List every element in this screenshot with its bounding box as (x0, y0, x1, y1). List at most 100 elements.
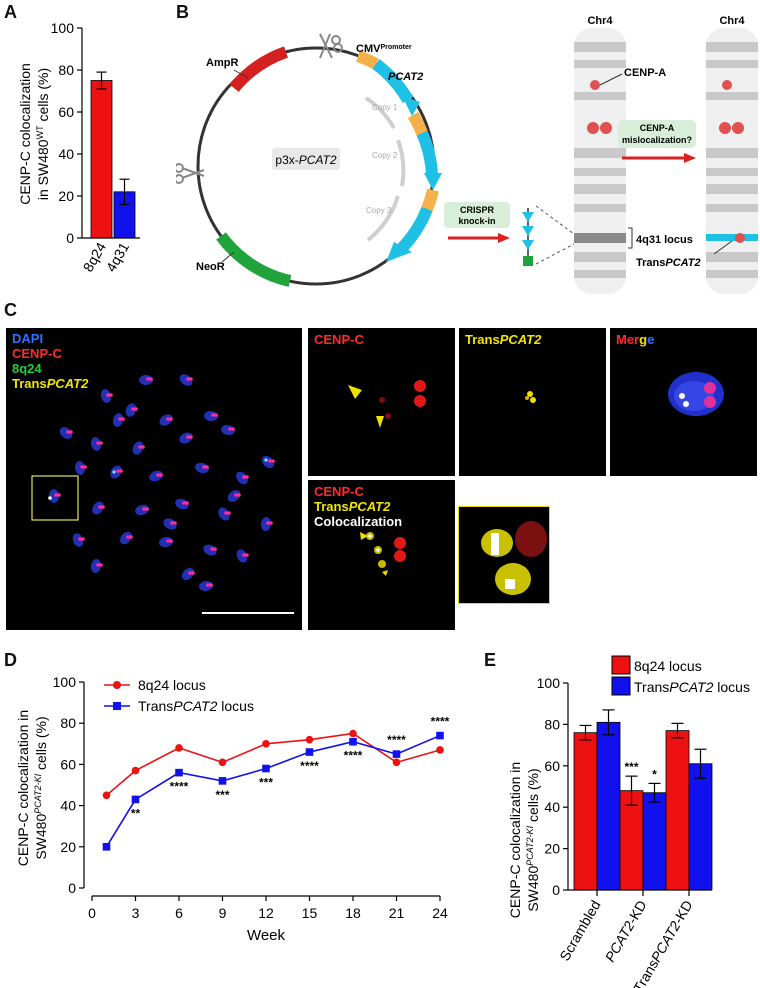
legend-swatch-trans (611, 676, 631, 696)
chr4-left-label: Chr4 (587, 15, 613, 27)
arrow-right-icon (498, 233, 510, 243)
y-tick-label: 0 (66, 230, 74, 246)
panel-b-diagram: Copy 1 Copy 2 Copy 3 p3x-PCAT2 AmpR NeoR… (176, 15, 758, 294)
legend-label-trans-e: TransPCAT2 locus (634, 679, 750, 695)
chromosome-blob (59, 427, 73, 439)
centromere-signal (126, 535, 130, 539)
chromosome-blob (236, 471, 248, 485)
panel-e-ylabel-line2: SW480PCAT2-KI cells (%) (525, 768, 541, 911)
cmv-promoter-segment (421, 188, 439, 212)
legend-marker-8q24 (113, 681, 121, 689)
y-tick-label: 60 (544, 758, 560, 774)
copy2-label: Copy 2 (372, 151, 398, 160)
significance-label: *** (215, 788, 229, 802)
neor-segment (216, 232, 292, 287)
inset-trans-pcat2-label: TransPCAT2 (465, 332, 542, 347)
point-trans-pcat2 (218, 777, 227, 785)
chromosome-blob (163, 518, 177, 530)
panel-d-ylabel-line2: SW480PCAT2-KI cells (%) (33, 716, 49, 859)
centromere-signal (169, 417, 173, 421)
panel-a-ylabel-line1: CENP-C colocalization (17, 63, 33, 205)
significance-label: **** (431, 715, 450, 729)
point-trans-pcat2 (131, 795, 140, 804)
chromosome-blob (236, 549, 248, 563)
point-8q24 (305, 735, 314, 744)
point-8q24 (175, 744, 183, 752)
chromosome-blob (139, 375, 153, 385)
y-tick-label: 100 (537, 675, 561, 691)
coloc-legend-cenpc: CENP-C (314, 484, 364, 499)
centromere-signal (228, 427, 232, 431)
point-trans-pcat2 (305, 748, 314, 756)
colocalization-signal (264, 458, 268, 462)
y-tick-label: 40 (544, 799, 560, 815)
centromere-signal (149, 377, 153, 381)
chromosome-blob (125, 403, 137, 417)
x-tick-label: 24 (432, 905, 448, 921)
inset-trans-pcat2-image: TransPCAT2 (459, 328, 606, 476)
centromere-signal (80, 465, 84, 469)
centromere-signal (202, 465, 206, 469)
x-tick-label: 6 (175, 905, 183, 921)
panel-e-ylabel-line1: CENP-C colocalization in (507, 762, 523, 918)
centromere-signal (69, 430, 73, 434)
panel-label-e: E (484, 650, 497, 670)
centromere-signal (142, 507, 146, 511)
y-tick-label: 0 (68, 880, 76, 896)
pcat2-copy3-segment (397, 206, 433, 253)
chromosome-blob (179, 374, 193, 386)
panel-label-d: D (4, 650, 17, 670)
colocalization-signal (48, 496, 52, 500)
legend-cenpc: CENP-C (12, 346, 62, 361)
chromosome-blob (199, 580, 213, 592)
point-8q24 (131, 766, 140, 775)
locus-label: 4q31 locus (636, 234, 693, 246)
centromere-signal (98, 505, 102, 509)
centromere-signal (169, 539, 173, 543)
centromere-signal (159, 473, 163, 477)
bar-1-TransPCAT2-KD (688, 763, 713, 891)
mislocalization-box (618, 120, 696, 148)
centromere-signal (66, 430, 70, 434)
inset-cenpc-image: CENP-C (308, 328, 455, 476)
chromosome-blob (203, 544, 217, 556)
cmv-label: CMVPromoter (356, 43, 412, 55)
centromere-signal (131, 407, 135, 411)
chromosome-blob (112, 413, 124, 427)
inset-merge-label: Merge (616, 332, 655, 347)
panel-label-b: B (176, 2, 189, 22)
significance-label: *** (624, 760, 638, 774)
plasmid-name-box (272, 148, 340, 170)
centromere-signal (57, 493, 61, 497)
chromosome-blob (72, 533, 84, 547)
chromosome-blob (227, 490, 241, 502)
centromere-signal (173, 521, 177, 525)
centromere-signal (227, 511, 231, 515)
bar-0-TransPCAT2-KD (665, 730, 690, 891)
mislocalized-cenpa-dot (735, 233, 745, 243)
point-trans-pcat2 (436, 731, 444, 740)
centromere-signal (213, 547, 217, 551)
centromere-signal (116, 469, 120, 473)
centromere-signal (96, 441, 100, 445)
centromere-signal (99, 563, 103, 567)
neor-label: NeoR (196, 261, 225, 273)
panel-label-a: A (4, 2, 17, 22)
x-axis-label: Week (247, 927, 286, 944)
zoom-region-box (31, 475, 79, 521)
coloc-legend-trans: TransPCAT2 (314, 499, 391, 514)
ampr-segment (229, 46, 289, 92)
point-8q24 (436, 746, 444, 754)
y-tick-label: 60 (58, 104, 74, 120)
x-tick-label: 18 (345, 905, 361, 921)
zoom-colocalization-image (458, 506, 550, 604)
centromere-signal (145, 507, 149, 511)
centromere-signal (185, 501, 189, 505)
arrowhead-icon (386, 242, 412, 262)
chromosome-blob (132, 441, 144, 455)
copy3-label: Copy 3 (366, 206, 392, 215)
arrowhead-icon (348, 385, 362, 399)
centromere-signal (231, 427, 235, 431)
